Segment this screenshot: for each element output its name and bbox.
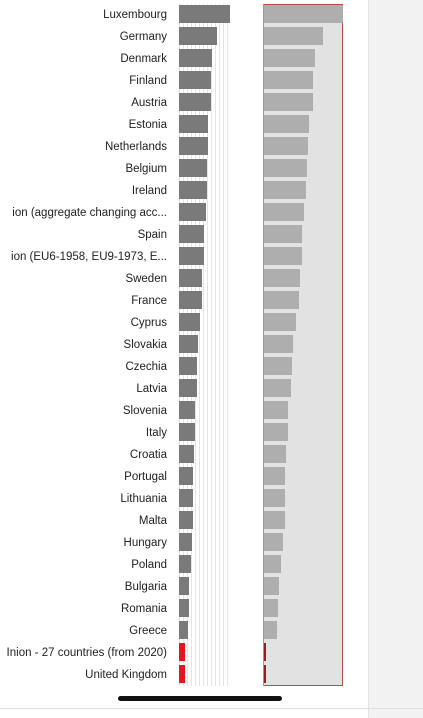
bar-series-2[interactable] (264, 137, 308, 155)
bar-series-2[interactable] (264, 291, 299, 309)
bar-series-1[interactable] (179, 269, 202, 287)
category-label: ion (aggregate changing acc... (12, 207, 167, 219)
bar-series-1[interactable] (179, 181, 207, 199)
bar-series-1[interactable] (179, 643, 185, 661)
bar-series-2[interactable] (264, 247, 302, 265)
category-label: Inion - 27 countries (from 2020) (6, 647, 167, 659)
category-label: Greece (129, 625, 167, 637)
category-label: Croatia (129, 449, 167, 461)
bar-series-2[interactable] (264, 5, 343, 23)
bar-series-1[interactable] (179, 335, 198, 353)
bar-series-1[interactable] (179, 489, 193, 507)
bar-series-2[interactable] (264, 379, 291, 397)
bar-series-2[interactable] (264, 445, 286, 463)
category-label: Sweden (125, 273, 167, 285)
category-label: Spain (137, 229, 167, 241)
category-label: Romania (120, 603, 167, 615)
bar-series-1[interactable] (179, 115, 208, 133)
category-label: Cyprus (130, 317, 167, 329)
bar-series-2[interactable] (264, 401, 288, 419)
category-label: Portugal (124, 471, 167, 483)
bar-column-2-axis (263, 4, 264, 686)
bar-series-1[interactable] (179, 467, 193, 485)
category-label: Czechia (125, 361, 167, 373)
bar-series-2[interactable] (264, 93, 313, 111)
bar-series-2[interactable] (264, 269, 300, 287)
bar-series-1[interactable] (179, 621, 188, 639)
category-label: Poland (131, 559, 167, 571)
bar-series-2[interactable] (264, 489, 285, 507)
bar-series-2[interactable] (264, 643, 266, 661)
bar-series-2[interactable] (264, 159, 307, 177)
bar-series-1[interactable] (179, 379, 197, 397)
category-label: Bulgaria (124, 581, 167, 593)
bar-series-2[interactable] (264, 225, 302, 243)
bar-series-1[interactable] (179, 577, 189, 595)
bar-series-1[interactable] (179, 423, 195, 441)
bar-series-2[interactable] (264, 577, 279, 595)
bar-series-1[interactable] (179, 247, 204, 265)
home-indicator[interactable] (118, 696, 282, 701)
category-label: Malta (138, 515, 167, 527)
side-panel (368, 0, 423, 718)
bar-series-2[interactable] (264, 665, 266, 683)
category-label: Finland (129, 75, 167, 87)
category-label: ion (EU6-1958, EU9-1973, E... (11, 251, 167, 263)
bar-series-2[interactable] (264, 49, 315, 67)
bar-series-2[interactable] (264, 511, 285, 529)
bar-series-1[interactable] (179, 291, 202, 309)
category-label: Slovakia (123, 339, 167, 351)
bottom-divider (0, 708, 423, 709)
bar-series-1[interactable] (179, 27, 217, 45)
bar-series-2[interactable] (264, 71, 313, 89)
bar-series-2[interactable] (264, 203, 304, 221)
bar-series-1[interactable] (179, 555, 191, 573)
bar-series-1[interactable] (179, 313, 200, 331)
bar-series-1[interactable] (179, 137, 208, 155)
category-label: Estonia (128, 119, 167, 131)
category-label: Hungary (123, 537, 167, 549)
bar-series-2[interactable] (264, 27, 323, 45)
category-label: Latvia (136, 383, 167, 395)
bar-series-1[interactable] (179, 401, 195, 419)
bar-series-1[interactable] (179, 49, 212, 67)
bar-series-1[interactable] (179, 71, 211, 89)
category-label: Lithuania (120, 493, 167, 505)
bar-series-1[interactable] (179, 203, 206, 221)
category-label: Denmark (120, 53, 167, 65)
bar-series-2[interactable] (264, 357, 292, 375)
bar-series-1[interactable] (179, 599, 189, 617)
bar-series-2[interactable] (264, 599, 278, 617)
category-label: Germany (119, 31, 167, 43)
bar-series-2[interactable] (264, 181, 306, 199)
category-label: United Kingdom (85, 669, 167, 681)
bar-series-1[interactable] (179, 357, 197, 375)
bar-series-1[interactable] (179, 93, 211, 111)
bar-series-1[interactable] (179, 5, 230, 23)
bar-series-2[interactable] (264, 555, 281, 573)
category-label: Italy (145, 427, 167, 439)
category-label: France (131, 295, 167, 307)
bar-series-2[interactable] (264, 335, 293, 353)
category-label: Netherlands (104, 141, 167, 153)
bar-series-2[interactable] (264, 313, 296, 331)
bar-series-1[interactable] (179, 511, 193, 529)
bar-series-1[interactable] (179, 445, 194, 463)
bar-series-2[interactable] (264, 115, 309, 133)
category-label: Luxembourg (103, 9, 167, 21)
bar-series-1[interactable] (179, 533, 192, 551)
category-label: Ireland (131, 185, 167, 197)
bar-series-1[interactable] (179, 665, 185, 683)
category-label: Slovenia (122, 405, 167, 417)
category-label: Belgium (125, 163, 167, 175)
category-label: Austria (131, 97, 167, 109)
bar-series-2[interactable] (264, 621, 277, 639)
bar-series-1[interactable] (179, 159, 207, 177)
bar-series-2[interactable] (264, 423, 288, 441)
bar-series-2[interactable] (264, 467, 285, 485)
bar-series-1[interactable] (179, 225, 204, 243)
bar-series-2[interactable] (264, 533, 283, 551)
